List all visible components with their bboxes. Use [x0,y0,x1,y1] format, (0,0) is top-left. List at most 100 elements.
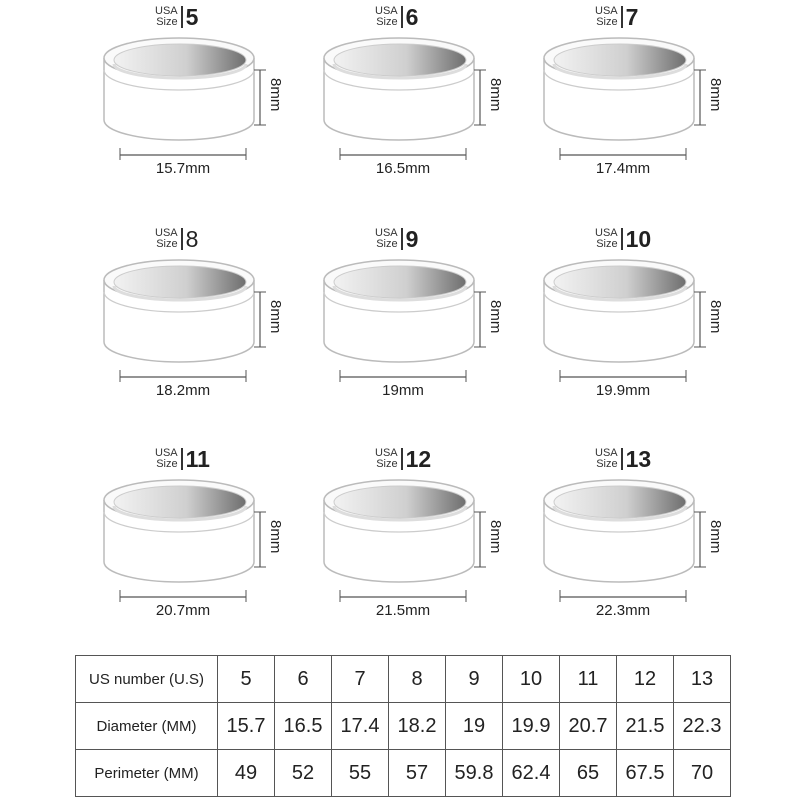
table-cell: 17.4 [331,702,389,750]
table-cell: 70 [673,749,731,797]
usa-text: USA [155,447,178,459]
ring-diameter-label: 16.5mm [375,160,431,177]
table-cell: 59.8 [445,749,503,797]
table-cell: 65 [559,749,617,797]
ring-diameter-label: 18.2mm [155,382,211,399]
row-header: US number (U.S) [75,655,218,703]
ring-diagram: USA Size 11 8mm 20.7mm [100,442,320,662]
ring-diameter-label: 22.3mm [595,602,651,619]
ring-diameter-label: 17.4mm [595,160,651,177]
size-text: Size [376,16,398,28]
ring-diagram: USA Size 9 8mm 19mm [320,222,540,442]
ring-icon [323,479,486,602]
size-label: USA Size 9 [375,226,418,252]
size-text: Size [376,238,398,250]
size-text: Size [596,458,618,470]
ring-height-label: 8mm [707,78,724,112]
table-cell: 6 [274,655,332,703]
ring-icon [543,479,706,602]
ring-icon [543,37,706,160]
ring-diagram: USA Size 10 8mm 19.9mm [540,222,760,442]
ring-diameter-label: 15.7mm [155,160,211,177]
size-label: USA Size 11 [155,446,210,472]
usa-text: USA [595,447,618,459]
table-row: US number (U.S) 5 6 7 8 9 10 11 12 13 [75,655,731,703]
table-cell: 15.7 [217,702,275,750]
ring-icon [543,259,706,382]
size-label: USA Size 8 [155,226,198,252]
table-row: Perimeter (MM) 49 52 55 57 59.8 62.4 65 67.5 70 [75,749,731,797]
ring-height-label: 8mm [267,520,284,554]
size-text: Size [376,458,398,470]
table-cell: 18.2 [388,702,446,750]
size-text: Size [596,16,618,28]
size-text: Size [156,458,178,470]
ring-diagram: USA Size 12 8mm 21.5mm [320,442,540,662]
ring-diameter-label: 21.5mm [375,602,431,619]
ring-height-label: 8mm [487,78,504,112]
usa-text: USA [375,227,398,239]
table-cell: 57 [388,749,446,797]
ring-diagram: USA Size 8 8mm 18.2mm [100,222,320,442]
ring-diagram: USA Size 5 8mm 15.7mm [100,0,320,220]
ring-size-number: 5 [185,4,199,30]
row-header: Perimeter (MM) [75,749,218,797]
table-cell: 10 [502,655,560,703]
table-cell: 5 [217,655,275,703]
size-label: USA Size 12 [375,446,431,472]
usa-text: USA [595,5,618,17]
usa-text: USA [375,5,398,17]
ring-size-number: 13 [625,446,652,472]
row-header: Diameter (MM) [75,702,218,750]
table-cell: 9 [445,655,503,703]
ring-icon [323,37,486,160]
table-cell: 49 [217,749,275,797]
size-label: USA Size 13 [595,446,651,472]
ring-icon [103,37,266,160]
usa-text: USA [595,227,618,239]
ring-diagram: USA Size 13 8mm 22.3mm [540,442,760,662]
ring-size-number: 12 [405,446,432,472]
table-cell: 13 [673,655,731,703]
size-text: Size [156,16,178,28]
table-cell: 55 [331,749,389,797]
size-text: Size [596,238,618,250]
ring-size-number: 10 [625,226,652,252]
size-text: Size [156,238,178,250]
table-cell: 67.5 [616,749,674,797]
ring-height-label: 8mm [707,300,724,334]
ring-icon [103,259,266,382]
usa-text: USA [155,5,178,17]
ring-height-label: 8mm [707,520,724,554]
ring-diagram: USA Size 7 8mm 17.4mm [540,0,760,220]
ring-icon [103,479,266,602]
ring-diameter-label: 19mm [382,382,424,399]
ring-icon [323,259,486,382]
ring-size-number: 6 [405,4,419,30]
table-cell: 16.5 [274,702,332,750]
table-cell: 19.9 [502,702,560,750]
ring-height-label: 8mm [487,520,504,554]
table-cell: 21.5 [616,702,674,750]
ring-diagram: USA Size 6 8mm 16.5mm [320,0,540,220]
ring-size-number: 11 [185,446,210,472]
ring-size-number: 9 [405,226,419,252]
table-cell: 22.3 [673,702,731,750]
ring-size-number: 7 [625,4,639,30]
ring-height-label: 8mm [487,300,504,334]
table-cell: 12 [616,655,674,703]
size-label: USA Size 7 [595,4,638,30]
table-row: Diameter (MM) 15.7 16.5 17.4 18.2 19 19.9 20.7 2… [75,702,731,750]
ring-size-number: 8 [185,226,199,252]
table-cell: 11 [559,655,617,703]
size-label: USA Size 5 [155,4,198,30]
usa-text: USA [155,227,178,239]
table-cell: 52 [274,749,332,797]
table-cell: 62.4 [502,749,560,797]
table-cell: 7 [331,655,389,703]
ring-height-label: 8mm [267,78,284,112]
table-cell: 8 [388,655,446,703]
ring-height-label: 8mm [267,300,284,334]
table-cell: 20.7 [559,702,617,750]
ring-diameter-label: 20.7mm [155,602,211,619]
